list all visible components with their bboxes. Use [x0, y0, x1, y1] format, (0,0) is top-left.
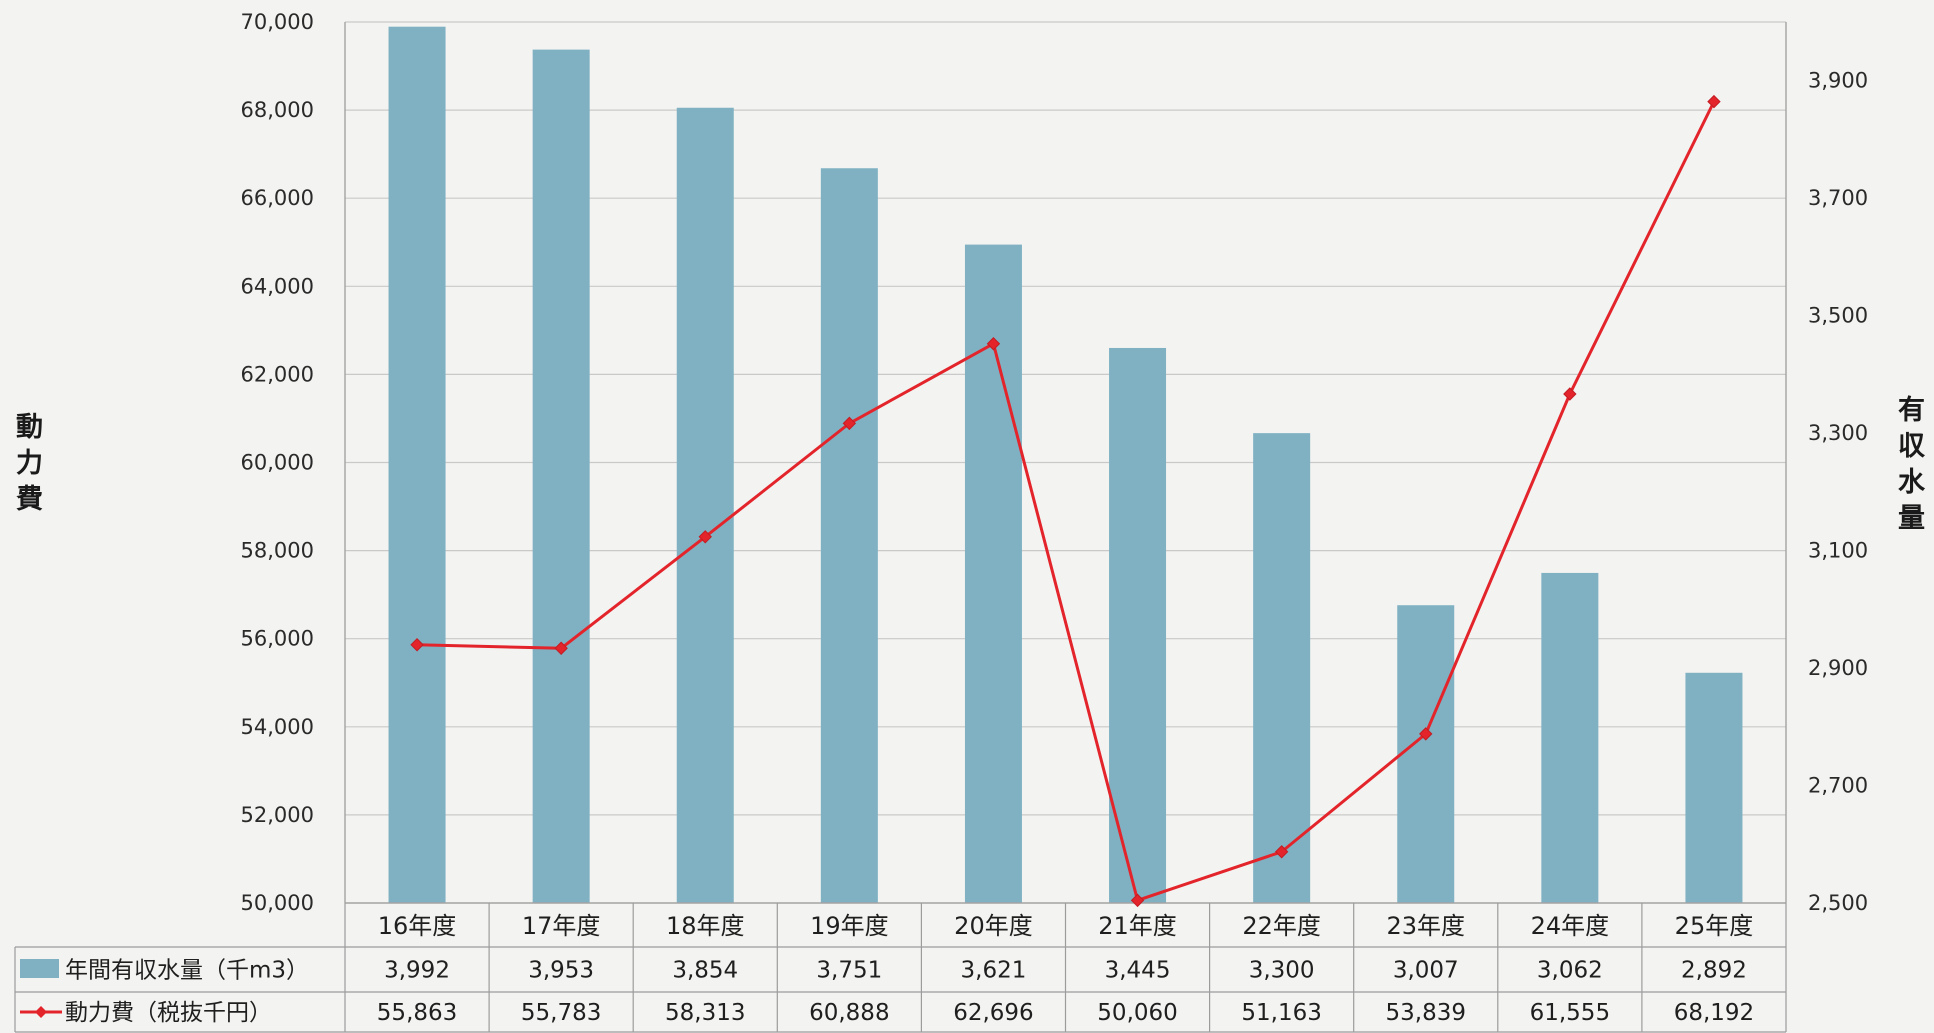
left-tick-label: 62,000	[241, 362, 314, 386]
left-tick-label: 64,000	[241, 274, 314, 298]
left-tick-label: 56,000	[241, 627, 314, 651]
table-cell-line-value: 68,192	[1674, 1000, 1754, 1026]
table-cell-line-value: 62,696	[953, 1000, 1033, 1026]
line-marker	[1419, 727, 1433, 741]
line-marker	[554, 641, 568, 655]
table-cell-bar-value: 3,445	[1105, 958, 1171, 984]
bar-series	[388, 26, 1743, 904]
right-tick-label: 3,500	[1808, 304, 1868, 328]
category-label: 19年度	[810, 912, 889, 940]
table-cell-line-value: 58,313	[665, 1000, 745, 1026]
right-tick-label: 2,700	[1808, 774, 1868, 798]
line-marker	[1563, 387, 1577, 401]
legend-bar-label: 年間有収水量（千m3）	[65, 958, 309, 984]
bar	[1397, 605, 1455, 903]
left-tick-label: 70,000	[241, 10, 314, 34]
right-tick-label: 3,100	[1808, 539, 1868, 563]
legend-line-marker	[35, 1006, 47, 1018]
category-label: 21年度	[1098, 912, 1177, 940]
table-cell-line-value: 50,060	[1097, 1000, 1177, 1026]
tick-labels: 50,000 52,000 54,000 56,000 58,000 60,000 62,0…	[241, 10, 1869, 915]
line-marker	[842, 416, 857, 431]
left-tick-label: 50,000	[241, 891, 314, 915]
category-label: 18年度	[666, 912, 745, 940]
table-cell-bar-value: 3,992	[384, 958, 450, 984]
left-axis-title: 動力費	[11, 412, 42, 520]
right-tick-label: 2,900	[1808, 656, 1868, 680]
table-cell-bar-value: 3,007	[1393, 958, 1459, 984]
left-tick-label: 68,000	[241, 98, 314, 122]
bar	[676, 107, 734, 903]
right-tick-label: 3,700	[1808, 186, 1868, 210]
table-cell-bar-value: 3,062	[1537, 958, 1603, 984]
left-tick-label: 60,000	[241, 451, 314, 475]
table-cell-line-value: 51,163	[1241, 1000, 1321, 1026]
line-marker	[1130, 893, 1145, 908]
right-axis-title: 有収水量	[1893, 395, 1924, 539]
left-tick-label: 52,000	[241, 803, 314, 827]
table-cell-bar-value: 3,953	[528, 958, 594, 984]
series-line	[417, 100, 1716, 902]
bar	[388, 26, 446, 903]
table-cell-line-value: 55,863	[377, 1000, 457, 1026]
category-label: 20年度	[954, 912, 1033, 940]
left-tick-label: 66,000	[241, 186, 314, 210]
table-cell-bar-value: 3,854	[672, 958, 738, 984]
bar	[1109, 347, 1167, 904]
left-tick-label: 54,000	[241, 715, 314, 739]
category-label: 22年度	[1242, 912, 1321, 940]
right-tick-label: 2,500	[1808, 891, 1868, 915]
line-series	[410, 94, 1721, 908]
table-cell-line-value: 61,555	[1530, 1000, 1610, 1026]
left-tick-label: 58,000	[241, 539, 314, 563]
table-cell-bar-value: 2,892	[1681, 958, 1747, 984]
category-label: 17年度	[522, 912, 601, 940]
table-cell-bar-value: 3,751	[816, 958, 882, 984]
bar	[1685, 672, 1743, 903]
legend-line-label: 動力費（税抜千円）	[65, 1000, 272, 1026]
table-cell-line-value: 55,783	[521, 1000, 601, 1026]
table-cell-bar-value: 3,300	[1249, 958, 1315, 984]
line-marker	[986, 337, 1001, 351]
bar	[1253, 433, 1311, 903]
category-label: 25年度	[1675, 912, 1754, 940]
right-tick-label: 3,300	[1808, 421, 1868, 445]
line-marker	[698, 530, 712, 544]
table-cell-line-value: 60,888	[809, 1000, 889, 1026]
data-table: 16年度 17年度 18年度 19年度 20年度 21年度 22年度 23年度 24年度 25年度…	[14, 903, 1787, 1033]
bar	[532, 49, 590, 903]
bar	[820, 168, 878, 904]
line-marker	[1707, 94, 1721, 109]
category-label: 24年度	[1531, 912, 1610, 940]
right-tick-label: 3,900	[1808, 69, 1868, 93]
table-cell-line-value: 53,839	[1386, 1000, 1466, 1026]
category-label: 16年度	[378, 912, 457, 940]
category-label: 23年度	[1386, 912, 1465, 940]
bar	[1541, 572, 1599, 903]
table-cell-bar-value: 3,621	[961, 958, 1027, 984]
legend-bar-key	[20, 959, 59, 978]
line-marker	[1274, 845, 1289, 859]
line-marker	[410, 638, 424, 652]
